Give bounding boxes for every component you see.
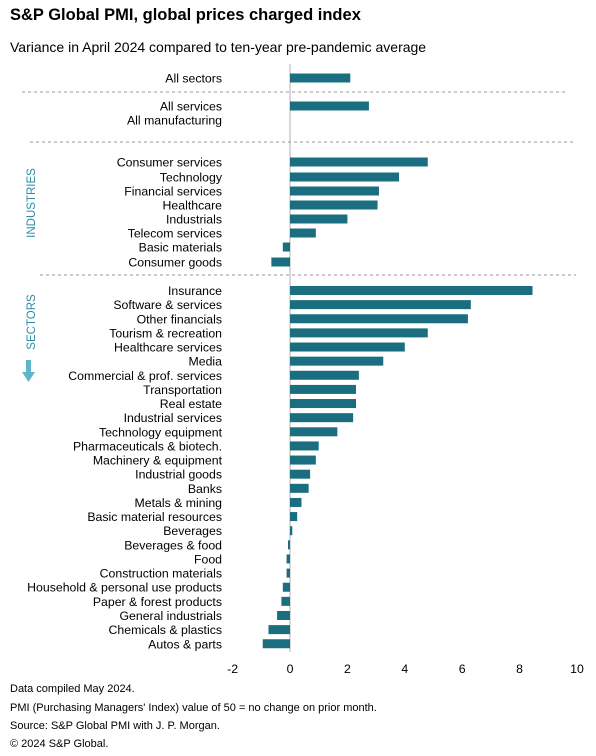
bar-healthcare [290,200,378,210]
bar-software-services [290,300,471,310]
down-arrow-icon [22,372,35,382]
bar-metals-mining [290,497,302,507]
group-label-industries: INDUSTRIES [26,168,38,238]
row-label-metals-mining: Metals & mining [135,496,223,510]
bar-tourism-recreation [290,328,428,338]
x-tick-label-6: 10 [570,662,584,676]
footnote-copyright: © 2024 S&P Global. [10,738,109,750]
bar-insurance [290,286,533,295]
bar-consumer-goods [271,257,290,267]
footnote-source: Source: S&P Global PMI with J. P. Morgan… [10,720,220,732]
row-label-beverages-food: Beverages & food [124,538,222,552]
row-label-industrials: Industrials [166,213,222,227]
row-label-paper-forest-products: Paper & forest products [93,595,222,609]
row-label-technology: Technology [160,171,223,185]
row-label-healthcare-services: Healthcare services [114,341,222,355]
bar-all-sectors [290,73,351,83]
bar-other-financials [290,314,468,324]
bar-financial-services [290,186,379,196]
row-label-consumer-services: Consumer services [117,156,222,170]
row-label-machinery-equipment: Machinery & equipment [93,454,223,468]
bar-pharmaceuticals-biotech [290,441,319,451]
row-label-household-personal-use-products: Household & personal use products [27,581,222,595]
row-label-basic-material-resources: Basic material resources [87,510,222,524]
x-tick-label-0: -2 [227,662,238,676]
footnote-data-compiled: Data compiled May 2024. [10,683,135,695]
row-label-telecom-services: Telecom services [128,227,222,241]
bar-beverages-food [287,540,290,550]
x-tick-label-2: 2 [344,662,351,676]
row-label-tourism-recreation: Tourism & recreation [109,326,222,340]
bar-consumer-services [290,157,428,167]
row-label-consumer-goods: Consumer goods [128,256,222,270]
bar-beverages [290,526,293,536]
bar-basic-material-resources [290,512,298,522]
chart-subtitle: Variance in April 2024 compared to ten-y… [10,39,427,55]
bar-all-services [290,101,369,111]
row-label-pharmaceuticals-biotech: Pharmaceuticals & biotech. [73,439,222,453]
down-arrow-shaft [26,360,31,373]
bar-technology [290,172,400,182]
row-label-industrial-goods: Industrial goods [135,468,222,482]
footnote-pmi-definition: PMI (Purchasing Managers' Index) value o… [10,702,377,714]
bar-industrial-services [290,413,354,423]
row-label-real-estate: Real estate [160,397,222,411]
row-label-general-industrials: General industrials [119,609,222,623]
row-label-food: Food [194,552,222,566]
bar-healthcare-services [290,342,405,352]
row-label-all-sectors: All sectors [165,72,222,86]
x-tick-label-3: 4 [401,662,408,676]
row-label-healthcare: Healthcare [163,199,223,213]
row-label-industrial-services: Industrial services [124,411,222,425]
row-label-all-manufacturing: All manufacturing [127,114,222,128]
bar-banks [290,483,309,493]
row-label-commercial-prof-services: Commercial & prof. services [68,369,222,383]
bar-transportation [290,384,357,394]
group-label-sectors: SECTORS [26,294,38,350]
row-label-chemicals-plastics: Chemicals & plastics [109,623,222,637]
row-label-insurance: Insurance [168,284,222,298]
bar-industrials [290,214,348,224]
bar-commercial-prof-services [290,370,359,380]
bar-media [290,356,384,366]
row-label-financial-services: Financial services [124,185,222,199]
bar-chemicals-plastics [268,625,290,635]
x-tick-label-4: 6 [459,662,466,676]
bar-industrial-goods [290,469,311,479]
bar-machinery-equipment [290,455,316,465]
bar-technology-equipment [290,427,338,437]
bar-paper-forest-products [281,596,290,606]
bar-construction-materials [286,568,290,578]
bar-basic-materials [282,242,290,252]
chart-title: S&P Global PMI, global prices charged in… [10,6,361,24]
bar-autos-parts [262,639,290,649]
row-label-technology-equipment: Technology equipment [99,425,223,439]
row-label-beverages: Beverages [163,524,222,538]
row-label-media: Media [189,355,223,369]
row-label-all-services: All services [160,100,222,114]
bar-general-industrials [277,610,290,620]
row-label-software-services: Software & services [113,298,222,312]
row-label-banks: Banks [188,482,222,496]
row-label-construction-materials: Construction materials [100,567,222,581]
row-label-autos-parts: Autos & parts [148,637,222,651]
bar-telecom-services [290,228,316,238]
row-label-transportation: Transportation [143,383,222,397]
bar-food [286,554,290,564]
x-tick-label-1: 0 [287,662,294,676]
bar-household-personal-use-products [282,582,290,592]
row-label-basic-materials: Basic materials [139,241,222,255]
x-tick-label-5: 8 [516,662,523,676]
bar-real-estate [290,399,357,409]
row-label-other-financials: Other financials [137,312,222,326]
